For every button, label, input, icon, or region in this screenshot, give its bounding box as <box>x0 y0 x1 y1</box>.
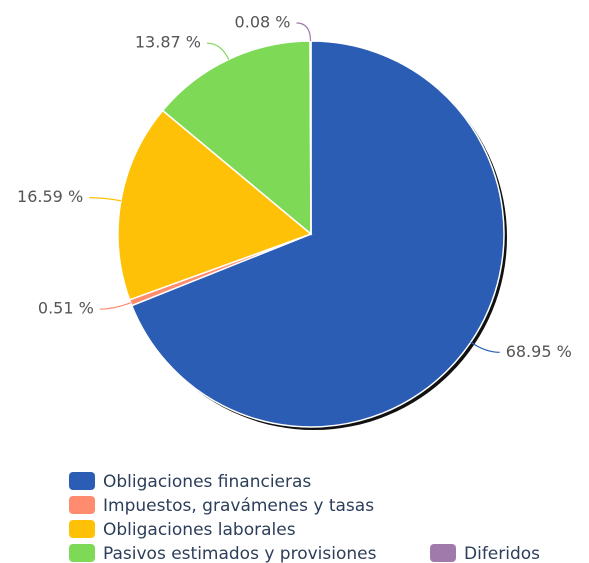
legend-label: Pasivos estimados y provisiones <box>103 544 377 563</box>
data-label: 13.87 % <box>135 33 201 52</box>
data-label: 0.51 % <box>38 299 94 318</box>
pie-slice <box>161 40 312 236</box>
leader-line <box>470 341 500 353</box>
legend-label: Obligaciones laborales <box>103 520 296 540</box>
legend-label: Obligaciones financieras <box>103 472 311 492</box>
leader-line <box>99 302 131 310</box>
leader-line <box>89 197 121 202</box>
data-label: 68.95 % <box>506 342 572 361</box>
legend-label: Diferidos <box>464 544 540 563</box>
data-label: 16.59 % <box>17 187 83 206</box>
legend-swatch <box>69 472 95 490</box>
legend-swatch <box>69 544 95 562</box>
legend-swatch <box>69 520 95 538</box>
legend-swatch <box>430 544 456 562</box>
pie-slice <box>309 40 312 235</box>
legend-swatch <box>69 496 95 514</box>
leader-line <box>206 42 230 60</box>
pie-slice <box>117 109 313 301</box>
leader-line <box>296 22 312 42</box>
data-label: 0.08 % <box>235 13 291 32</box>
legend-label: Impuestos, gravámenes y tasas <box>103 496 374 516</box>
pie-slice <box>130 40 505 428</box>
